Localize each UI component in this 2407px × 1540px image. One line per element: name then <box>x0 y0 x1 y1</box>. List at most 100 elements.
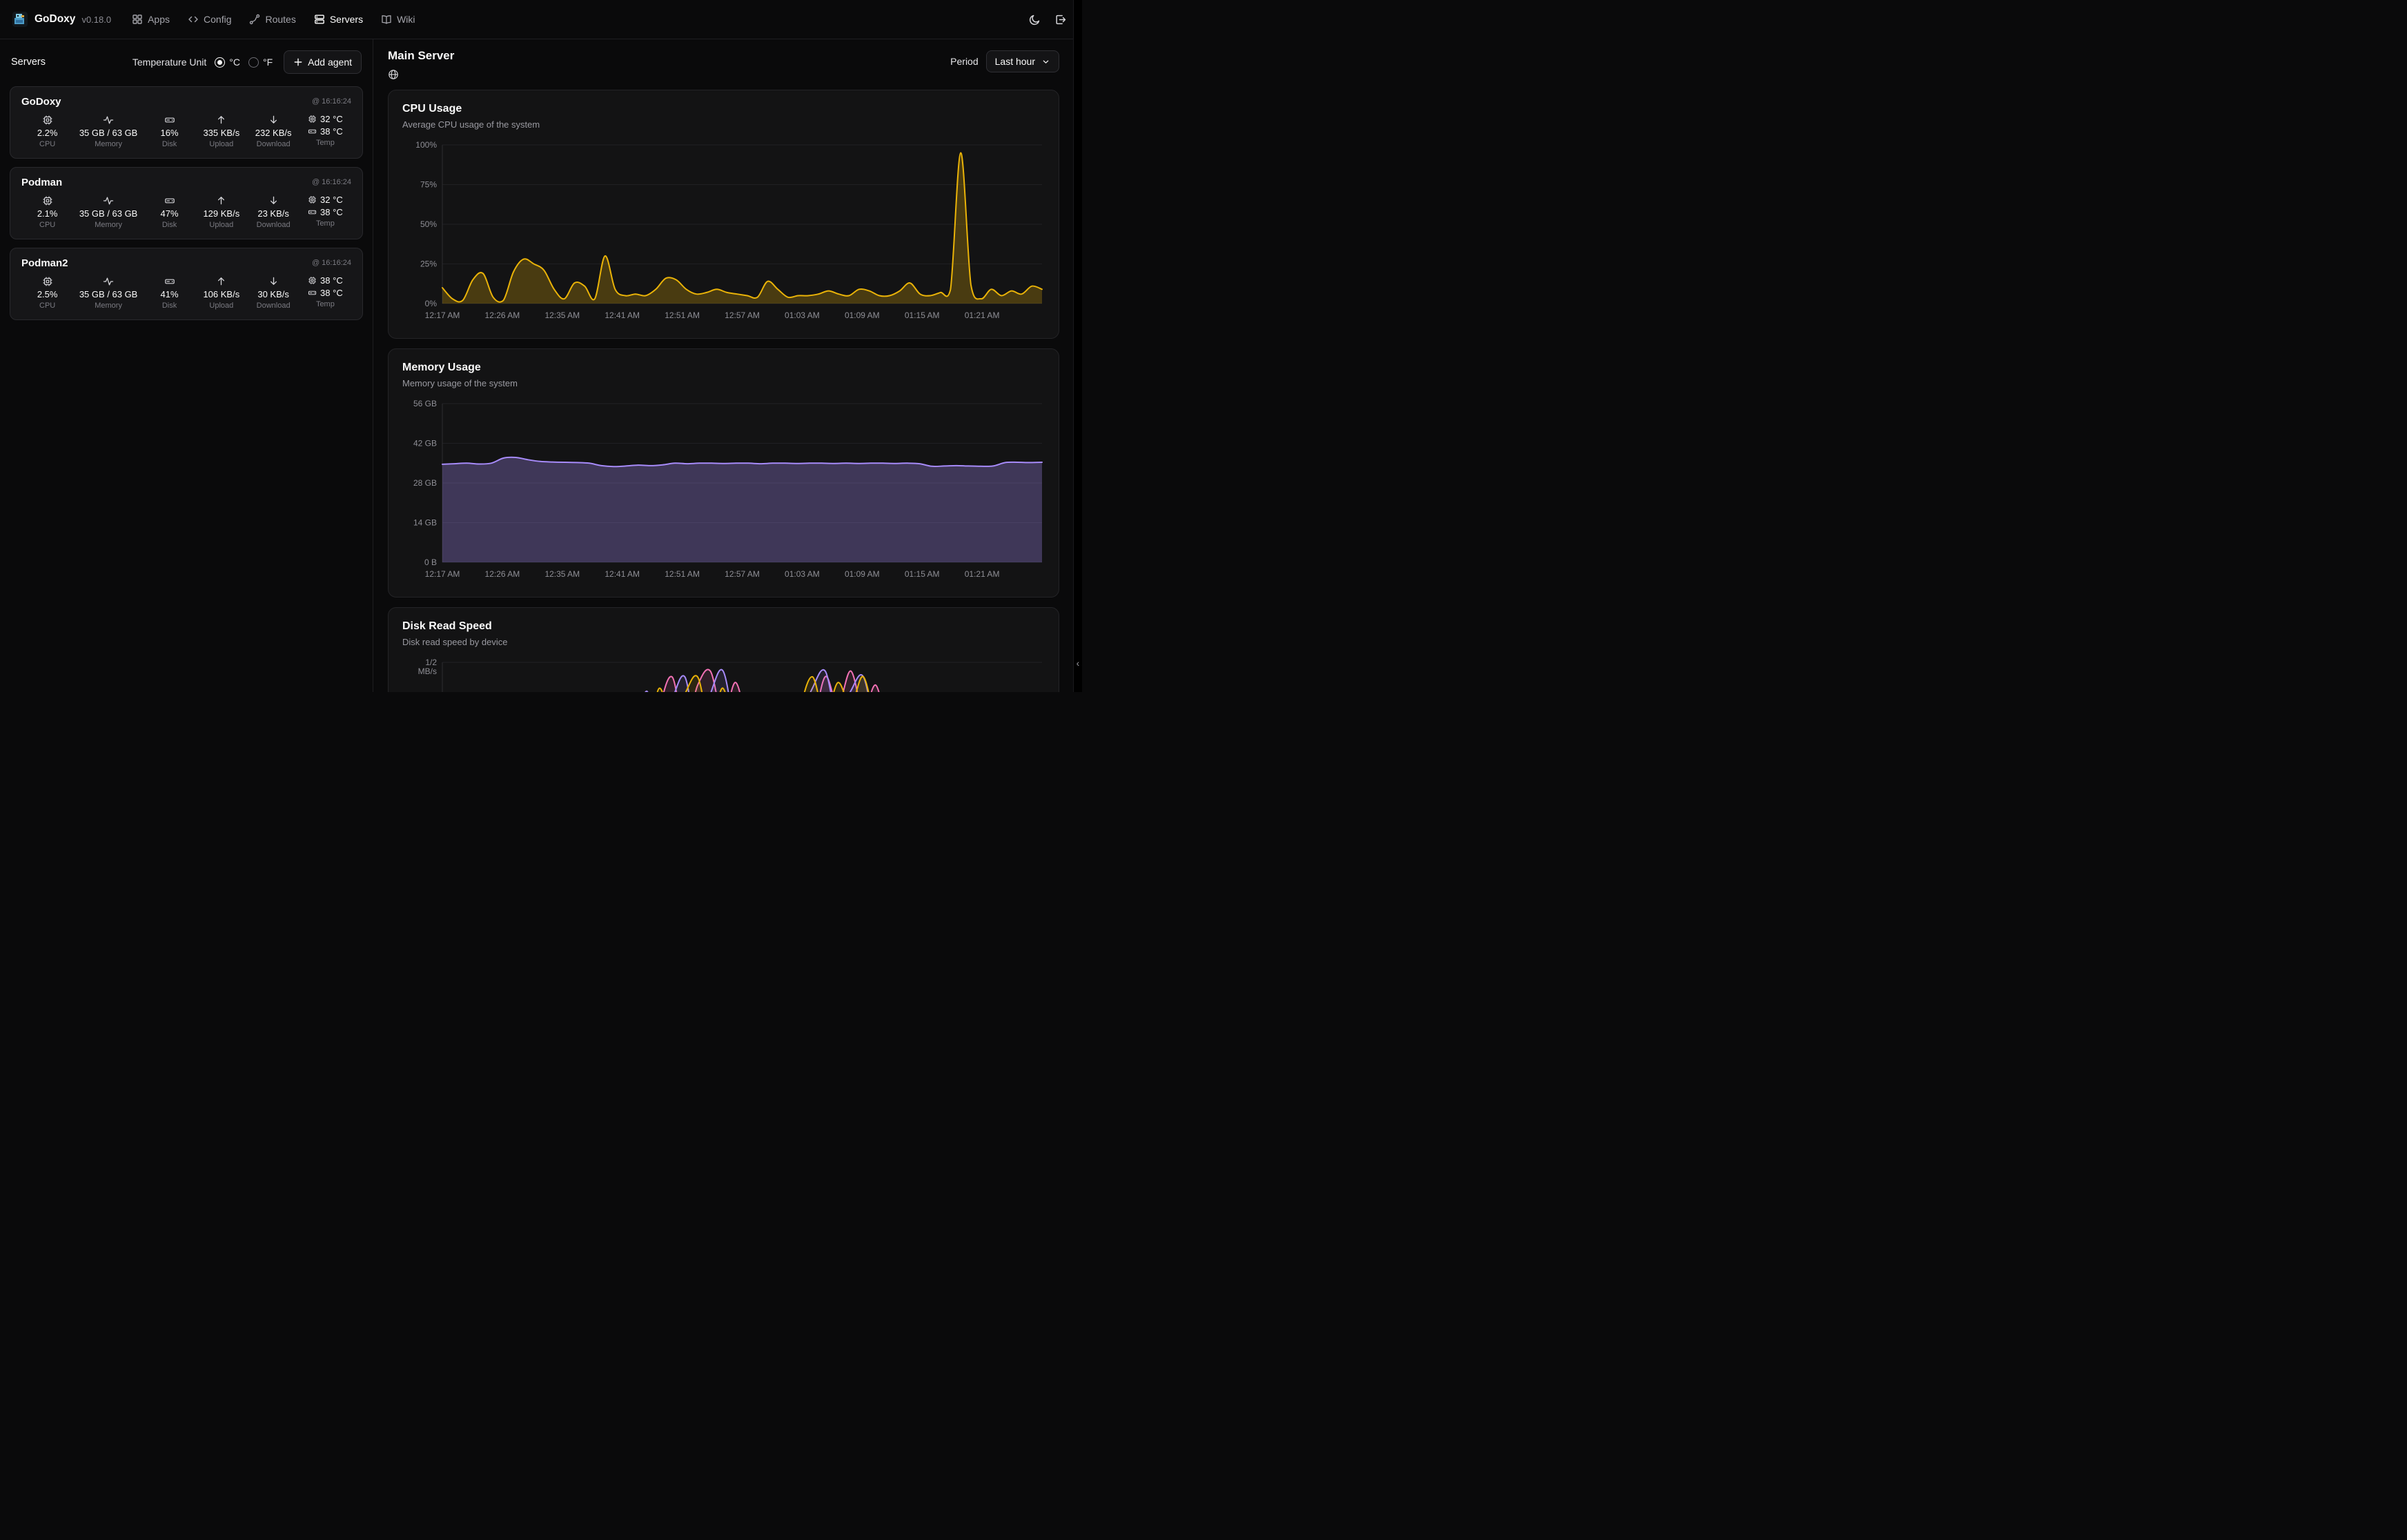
svg-text:100%: 100% <box>415 140 437 150</box>
svg-text:12:51 AM: 12:51 AM <box>665 569 700 579</box>
chart-title: Memory Usage <box>402 362 481 373</box>
server-stats: 2.1% CPU 35 GB / 63 GB Memory 47% Disk <box>21 195 351 229</box>
celsius-radio-option[interactable]: °C <box>215 57 240 68</box>
svg-text:12:26 AM: 12:26 AM <box>485 310 520 320</box>
server-name: Podman2 <box>21 257 68 269</box>
nav-item-config[interactable]: Config <box>188 14 231 25</box>
godoxy-logo <box>12 12 28 27</box>
temp-stat: 32 °C 38 °C Temp <box>299 195 351 229</box>
theme-toggle-button[interactable] <box>1025 10 1044 29</box>
svg-text:12:17 AM: 12:17 AM <box>425 569 460 579</box>
chart-title: Disk Read Speed <box>402 620 492 632</box>
chevron-down-icon <box>1041 57 1050 66</box>
radio-celsius[interactable] <box>215 57 226 68</box>
svg-text:01:03 AM: 01:03 AM <box>785 569 820 579</box>
grid-icon <box>132 14 143 25</box>
svg-text:25%: 25% <box>420 259 437 269</box>
download-stat: 23 KB/s Download <box>247 195 299 229</box>
chevron-left-icon: ‹ <box>1076 658 1080 669</box>
svg-text:01:21 AM: 01:21 AM <box>965 310 1000 320</box>
svg-text:01:03 AM: 01:03 AM <box>785 310 820 320</box>
svg-text:12:26 AM: 12:26 AM <box>485 569 520 579</box>
temperature-unit-label: Temperature Unit <box>132 57 207 68</box>
servers-icon <box>314 14 325 25</box>
version-label: v0.18.0 <box>81 14 112 25</box>
globe-icon[interactable] <box>388 69 454 80</box>
memory-usage-card: Memory Usage Memory usage of the system … <box>388 348 1059 598</box>
disk-read-speed-card: Disk Read Speed Disk read speed by devic… <box>388 607 1059 692</box>
nav-item-apps[interactable]: Apps <box>132 14 170 25</box>
code-icon <box>188 14 199 25</box>
logout-button[interactable] <box>1051 10 1070 29</box>
download-stat: 232 KB/s Download <box>247 114 299 148</box>
cpu-usage-card: CPU Usage Average CPU usage of the syste… <box>388 90 1059 339</box>
temp-stat: 38 °C 38 °C Temp <box>299 275 351 310</box>
add-agent-button[interactable]: Add agent <box>284 50 362 74</box>
server-timestamp: @ 16:16:24 <box>311 178 351 186</box>
svg-text:12:51 AM: 12:51 AM <box>665 310 700 320</box>
period-select[interactable]: Last hour <box>985 50 1059 72</box>
server-timestamp: @ 16:16:24 <box>311 97 351 106</box>
cpu-chip-icon <box>308 195 317 205</box>
server-card[interactable]: GoDoxy @ 16:16:24 2.2% CPU 35 GB / 63 GB <box>10 86 363 159</box>
disk-stat: 41% Disk <box>144 275 195 310</box>
svg-text:42 GB: 42 GB <box>413 439 437 448</box>
memory-usage-chart: 56 GB 42 GB 28 GB 14 GB 0 B 12:17 AM 12:26 AM 1… <box>402 397 1045 583</box>
disk-stat: 47% Disk <box>144 195 195 229</box>
chart-subtitle: Average CPU usage of the system <box>402 119 540 130</box>
nav-item-wiki[interactable]: Wiki <box>381 14 415 25</box>
svg-text:01:09 AM: 01:09 AM <box>845 310 880 320</box>
book-icon <box>381 14 392 25</box>
upload-stat: 129 KB/s Upload <box>195 195 247 229</box>
upload-stat: 335 KB/s Upload <box>195 114 247 148</box>
activity-icon <box>103 114 114 126</box>
cpu-usage-chart: 100% 75% 50% 25% 0% 12:17 AM 12:26 AM 12:35 AM 1… <box>402 138 1045 324</box>
svg-text:14 GB: 14 GB <box>413 518 437 528</box>
main-header: Main Server Period Last hour <box>388 49 1059 80</box>
arrow-down-icon <box>268 275 279 287</box>
server-card[interactable]: Podman2 @ 16:16:24 2.5% CPU 35 GB / 63 G… <box>10 248 363 320</box>
svg-text:50%: 50% <box>420 219 437 229</box>
cpu-stat: 2.1% CPU <box>21 195 73 229</box>
cpu-chip-icon <box>308 115 317 124</box>
arrow-down-icon <box>268 195 279 206</box>
radio-fahrenheit[interactable] <box>248 57 259 68</box>
sidebar-title: Servers <box>11 57 46 68</box>
cpu-chip-icon <box>42 114 53 126</box>
period-label: Period <box>950 56 979 67</box>
arrow-up-icon <box>216 195 226 206</box>
top-navbar: GoDoxy v0.18.0 Apps Config Routes Server… <box>0 0 1082 39</box>
nav-item-routes[interactable]: Routes <box>249 14 296 25</box>
svg-text:12:17 AM: 12:17 AM <box>425 310 460 320</box>
svg-text:12:35 AM: 12:35 AM <box>544 569 580 579</box>
arrow-up-icon <box>216 275 226 287</box>
server-timestamp: @ 16:16:24 <box>311 259 351 267</box>
server-name: GoDoxy <box>21 96 61 108</box>
svg-text:12:57 AM: 12:57 AM <box>725 569 760 579</box>
svg-text:01:15 AM: 01:15 AM <box>905 310 940 320</box>
sidebar-header: Servers Temperature Unit °C °F Add agent <box>0 39 373 81</box>
period-control: Period Last hour <box>950 50 1059 72</box>
cpu-chip-icon <box>42 195 53 206</box>
brand-name: GoDoxy <box>35 13 76 25</box>
svg-text:56 GB: 56 GB <box>413 399 437 408</box>
download-stat: 30 KB/s Download <box>247 275 299 310</box>
plus-icon <box>293 57 303 67</box>
svg-text:1/2MB/s: 1/2 MB/s <box>418 658 438 676</box>
svg-text:12:57 AM: 12:57 AM <box>725 310 760 320</box>
server-card[interactable]: Podman @ 16:16:24 2.1% CPU 35 GB / 63 GB <box>10 167 363 239</box>
svg-text:75%: 75% <box>420 180 437 190</box>
server-stats: 2.5% CPU 35 GB / 63 GB Memory 41% Disk <box>21 275 351 310</box>
right-drawer-handle[interactable]: ‹ <box>1073 0 1082 692</box>
svg-text:0%: 0% <box>425 299 438 308</box>
moon-icon <box>1029 14 1041 26</box>
svg-text:28 GB: 28 GB <box>413 478 437 488</box>
hard-drive-icon <box>164 275 175 287</box>
chart-subtitle: Disk read speed by device <box>402 637 508 647</box>
svg-text:0 B: 0 B <box>424 557 437 567</box>
svg-text:12:41 AM: 12:41 AM <box>605 569 640 579</box>
nav-item-servers[interactable]: Servers <box>314 14 363 25</box>
fahrenheit-radio-option[interactable]: °F <box>248 57 273 68</box>
hard-drive-icon <box>308 127 317 137</box>
